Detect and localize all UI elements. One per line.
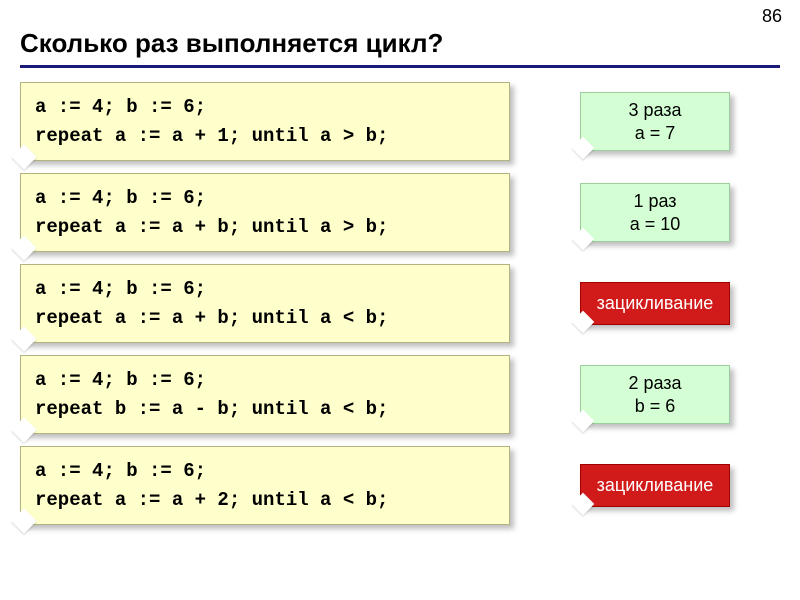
answer-count: 3 раза [595,99,715,122]
code-line: repeat a := a + b; until a < b; [35,304,495,333]
answer-box-loop: зацикливание [580,464,730,507]
answer-box-loop: зацикливание [580,282,730,325]
answer-text: зацикливание [597,475,714,495]
code-line: a := 4; b := 6; [35,184,495,213]
callout-accent [11,417,36,442]
exercise-list: a := 4; b := 6; repeat a := a + 1; until… [20,82,780,525]
slide-title: Сколько раз выполняется цикл? [20,28,780,68]
callout-accent [572,137,595,160]
code-block: a := 4; b := 6; repeat a := a + b; until… [20,264,510,343]
answer-box: 2 раза b = 6 [580,365,730,424]
answer-cell: 1 раз a = 10 [510,183,780,242]
answer-count: 2 раза [595,372,715,395]
exercise-row: a := 4; b := 6; repeat a := a + b; until… [20,264,780,343]
answer-state: b = 6 [595,395,715,418]
answer-state: a = 7 [595,122,715,145]
callout-accent [572,493,595,516]
answer-count: 1 раз [595,190,715,213]
code-line: a := 4; b := 6; [35,275,495,304]
callout-accent [572,410,595,433]
callout-accent [572,228,595,251]
answer-cell: зацикливание [510,464,780,507]
callout-accent [11,326,36,351]
code-line: repeat a := a + 1; until a > b; [35,122,495,151]
callout-accent [11,144,36,169]
exercise-row: a := 4; b := 6; repeat a := a + b; until… [20,173,780,252]
exercise-row: a := 4; b := 6; repeat a := a + 1; until… [20,82,780,161]
code-line: a := 4; b := 6; [35,366,495,395]
code-block: a := 4; b := 6; repeat a := a + 1; until… [20,82,510,161]
code-line: a := 4; b := 6; [35,93,495,122]
answer-state: a = 10 [595,213,715,236]
answer-box: 3 раза a = 7 [580,92,730,151]
callout-accent [11,508,36,533]
answer-text: зацикливание [597,293,714,313]
exercise-row: a := 4; b := 6; repeat b := a - b; until… [20,355,780,434]
answer-box: 1 раз a = 10 [580,183,730,242]
answer-cell: 2 раза b = 6 [510,365,780,424]
answer-cell: 3 раза a = 7 [510,92,780,151]
callout-accent [11,235,36,260]
code-line: a := 4; b := 6; [35,457,495,486]
exercise-row: a := 4; b := 6; repeat a := a + 2; until… [20,446,780,525]
code-line: repeat a := a + 2; until a < b; [35,486,495,515]
code-line: repeat a := a + b; until a > b; [35,213,495,242]
code-block: a := 4; b := 6; repeat b := a - b; until… [20,355,510,434]
page-number: 86 [762,6,782,27]
code-block: a := 4; b := 6; repeat a := a + 2; until… [20,446,510,525]
callout-accent [572,311,595,334]
code-line: repeat b := a - b; until a < b; [35,395,495,424]
code-block: a := 4; b := 6; repeat a := a + b; until… [20,173,510,252]
answer-cell: зацикливание [510,282,780,325]
